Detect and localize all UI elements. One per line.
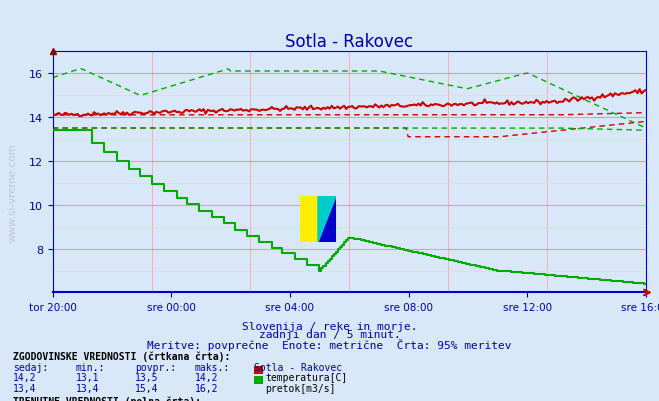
Text: temperatura[C]: temperatura[C] (266, 373, 348, 383)
Polygon shape (318, 196, 336, 243)
Text: Meritve: povprečne  Enote: metrične  Črta: 95% meritev: Meritve: povprečne Enote: metrične Črta:… (147, 338, 512, 350)
Text: sedaj:: sedaj: (13, 362, 48, 372)
Text: pretok[m3/s]: pretok[m3/s] (266, 383, 336, 393)
Text: 14,2: 14,2 (13, 373, 37, 383)
Text: ZGODOVINSKE VREDNOSTI (črtkana črta):: ZGODOVINSKE VREDNOSTI (črtkana črta): (13, 351, 231, 361)
Text: povpr.:: povpr.: (135, 362, 176, 372)
Text: 15,4: 15,4 (135, 383, 159, 393)
Text: www.si-vreme.com: www.si-vreme.com (8, 143, 18, 242)
Text: Sotla - Rakovec: Sotla - Rakovec (254, 362, 342, 372)
Text: min.:: min.: (76, 362, 105, 372)
Text: 16,2: 16,2 (194, 383, 218, 393)
Text: 13,1: 13,1 (76, 373, 100, 383)
Text: 14,2: 14,2 (194, 373, 218, 383)
Bar (300, 196, 318, 243)
Text: TRENUTNE VREDNOSTI (polna črta):: TRENUTNE VREDNOSTI (polna črta): (13, 396, 201, 401)
Title: Sotla - Rakovec: Sotla - Rakovec (285, 32, 413, 51)
Text: maks.:: maks.: (194, 362, 229, 372)
Text: 13,5: 13,5 (135, 373, 159, 383)
Text: 13,4: 13,4 (76, 383, 100, 393)
Text: Slovenija / reke in morje.: Slovenija / reke in morje. (242, 321, 417, 331)
Text: zadnji dan / 5 minut.: zadnji dan / 5 minut. (258, 330, 401, 340)
Polygon shape (318, 196, 336, 243)
Text: 13,4: 13,4 (13, 383, 37, 393)
